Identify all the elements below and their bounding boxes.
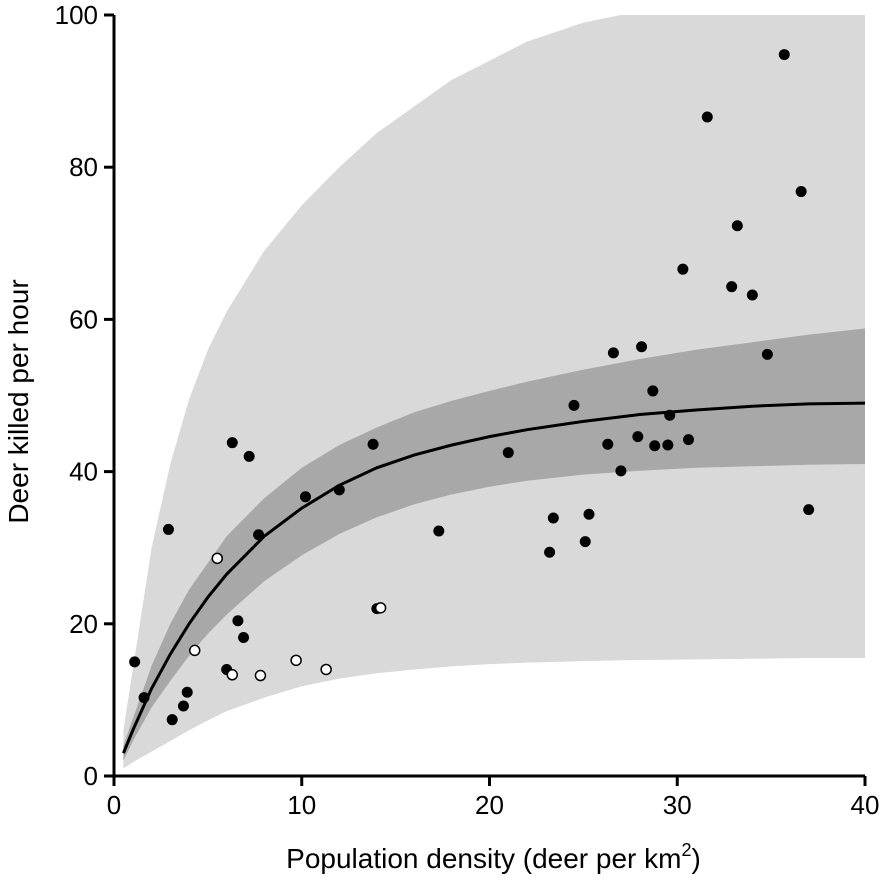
axes: 0 10 20 30 40 0 20 40 60 80 100 [55, 0, 880, 820]
filled-data-point [795, 186, 807, 198]
filled-data-point [232, 615, 244, 627]
filled-data-point [166, 714, 178, 726]
open-data-point [290, 654, 302, 667]
filled-data-point [746, 289, 758, 301]
x-tick-label: 0 [107, 790, 121, 820]
filled-data-point [226, 437, 238, 449]
filled-data-point [701, 111, 713, 123]
fitted-curve [122, 401, 866, 754]
filled-data-point [583, 508, 595, 520]
filled-data-point [547, 512, 559, 524]
filled-data-point [300, 491, 312, 503]
y-axis-ticks: 0 20 40 60 80 100 [55, 0, 114, 791]
filled-data-point [162, 523, 174, 535]
filled-data-point [129, 656, 141, 668]
filled-data-point [649, 440, 661, 452]
open-data-point [254, 669, 267, 682]
filled-data-point [683, 434, 695, 446]
filled-data-point [253, 529, 265, 541]
open-data-point [211, 552, 224, 565]
x-axis-title: Population density (deer per km2) [286, 840, 701, 874]
filled-data-point [662, 439, 674, 451]
filled-data-point [433, 525, 445, 537]
x-tick-label: 10 [287, 790, 316, 820]
y-tick-label: 20 [69, 609, 98, 639]
data-points [129, 49, 815, 726]
open-data-point [320, 663, 332, 676]
y-tick-label: 0 [84, 761, 98, 791]
filled-data-point [731, 220, 743, 232]
filled-data-point [615, 465, 627, 477]
filled-data-point [636, 341, 648, 353]
x-axis-ticks: 0 10 20 30 40 [107, 776, 880, 820]
x-tick-label: 30 [663, 790, 692, 820]
filled-data-point [544, 546, 556, 558]
filled-data-point [607, 347, 619, 359]
filled-data-point [138, 692, 150, 704]
filled-data-point [761, 348, 773, 360]
x-axis-title-superscript: 2 [681, 840, 691, 860]
filled-data-point [647, 385, 659, 397]
filled-data-point [238, 631, 250, 643]
open-data-point [188, 644, 201, 657]
x-tick-label: 20 [475, 790, 504, 820]
y-tick-label: 80 [69, 152, 98, 182]
y-axis-title: Deer killed per hour [3, 279, 34, 523]
x-axis-title-main: Population density (deer per km [286, 843, 681, 874]
filled-data-point [778, 49, 790, 61]
filled-data-point [677, 263, 689, 275]
y-tick-label: 100 [55, 0, 98, 30]
confidence-bands [123, 15, 865, 769]
filled-data-point [803, 504, 815, 516]
y-tick-label: 60 [69, 304, 98, 334]
open-data-point [374, 602, 387, 614]
filled-data-point [602, 438, 614, 450]
filled-data-point [632, 431, 644, 443]
y-tick-label: 40 [69, 457, 98, 487]
filled-data-point [333, 484, 345, 496]
filled-data-point [502, 447, 514, 459]
filled-data-point [181, 686, 193, 698]
filled-data-point [579, 536, 591, 548]
filled-data-point [726, 281, 738, 293]
filled-data-point [243, 450, 255, 462]
filled-data-point [568, 399, 580, 411]
confidence-band-inner [123, 328, 865, 761]
filled-data-point [664, 409, 676, 421]
open-data-point [226, 669, 239, 681]
x-tick-label: 40 [851, 790, 880, 820]
filled-data-point [177, 700, 189, 712]
x-axis-title-end: ) [692, 843, 701, 874]
filled-data-point [367, 438, 379, 450]
